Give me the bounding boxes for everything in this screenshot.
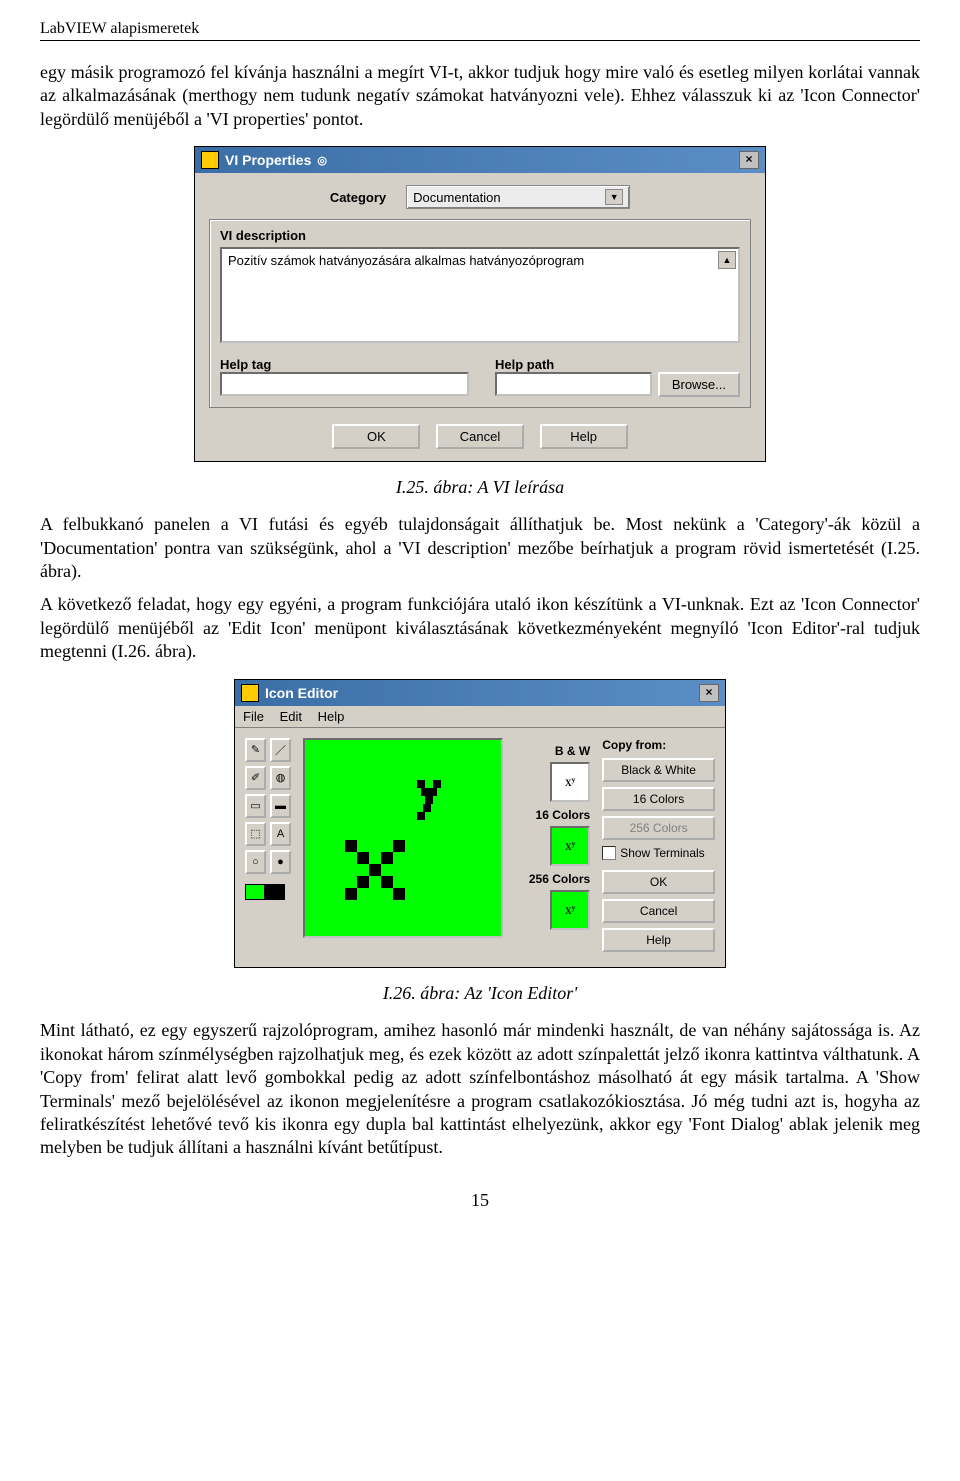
- fillrect-tool-icon[interactable]: ▬: [270, 794, 291, 818]
- browse-button[interactable]: Browse...: [658, 372, 740, 397]
- icon-editor-figure: Icon Editor × File Edit Help ✎ ／ ✐ ◍ ▭: [40, 679, 920, 969]
- menubar[interactable]: File Edit Help: [235, 706, 725, 728]
- fillellipse-tool-icon[interactable]: ●: [270, 850, 291, 874]
- category-dropdown[interactable]: Documentation ▼: [406, 185, 630, 209]
- menu-edit[interactable]: Edit: [280, 709, 302, 724]
- chevron-down-icon[interactable]: ▼: [605, 189, 623, 205]
- window-title: VI Properties: [225, 152, 311, 168]
- ellipse-tool-icon[interactable]: ○: [245, 850, 266, 874]
- c256-thumbnail[interactable]: Xy: [550, 890, 590, 930]
- thumbnail-column: B & W Xy 16 Colors Xy 256 Colors Xy: [515, 738, 590, 958]
- vi-description-value: Pozitív számok hatványozására alkalmas h…: [228, 253, 584, 268]
- help-tag-input[interactable]: [220, 372, 469, 396]
- vi-properties-window: VI Properties ◎ × Category Documentation…: [194, 146, 766, 462]
- page-header: LabVIEW alapismeretek: [40, 20, 920, 41]
- copy-from-label: Copy from:: [602, 738, 715, 752]
- help-path-input[interactable]: [495, 372, 652, 396]
- category-value: Documentation: [413, 190, 500, 205]
- window-title: Icon Editor: [265, 685, 338, 701]
- page-number: 15: [40, 1190, 920, 1211]
- select-tool-icon[interactable]: ⬚: [245, 822, 266, 846]
- ok-button[interactable]: OK: [332, 424, 420, 449]
- dropper-tool-icon[interactable]: ✐: [245, 766, 266, 790]
- vi-description-input[interactable]: Pozitív számok hatványozására alkalmas h…: [220, 247, 740, 343]
- category-label: Category: [330, 190, 386, 205]
- scroll-up-icon[interactable]: ▲: [718, 251, 736, 269]
- ok-button[interactable]: OK: [602, 870, 715, 894]
- fill-tool-icon[interactable]: ◍: [270, 766, 291, 790]
- help-button[interactable]: Help: [540, 424, 628, 449]
- app-icon: [241, 684, 259, 702]
- caption-2: I.26. ábra: Az 'Icon Editor': [40, 983, 920, 1004]
- color-swatches[interactable]: [245, 884, 291, 900]
- titlebar[interactable]: VI Properties ◎ ×: [195, 147, 765, 173]
- copy-bw-button[interactable]: Black & White: [602, 758, 715, 782]
- c256-label: 256 Colors: [515, 872, 590, 886]
- c16-label: 16 Colors: [515, 808, 590, 822]
- icon-editor-window: Icon Editor × File Edit Help ✎ ／ ✐ ◍ ▭: [234, 679, 726, 969]
- pencil-tool-icon[interactable]: ✎: [245, 738, 266, 762]
- titlebar[interactable]: Icon Editor ×: [235, 680, 725, 706]
- paragraph-2: A felbukkanó panelen a VI futási és egyé…: [40, 513, 920, 583]
- tool-palette: ✎ ／ ✐ ◍ ▭ ▬ ⬚ A ○ ●: [245, 738, 291, 958]
- line-tool-icon[interactable]: ／: [270, 738, 291, 762]
- cancel-button[interactable]: Cancel: [602, 899, 715, 923]
- vi-properties-figure: VI Properties ◎ × Category Documentation…: [40, 146, 920, 462]
- right-column: Copy from: Black & White 16 Colors 256 C…: [602, 738, 715, 958]
- copy-16-button[interactable]: 16 Colors: [602, 787, 715, 811]
- help-button[interactable]: Help: [602, 928, 715, 952]
- caption-1: I.25. ábra: A VI leírása: [40, 477, 920, 498]
- close-icon[interactable]: ×: [739, 151, 759, 169]
- bw-thumbnail[interactable]: Xy: [550, 762, 590, 802]
- bw-label: B & W: [515, 744, 590, 758]
- vi-description-label: VI description: [220, 228, 740, 243]
- show-terminals-checkbox[interactable]: [602, 846, 616, 860]
- close-icon[interactable]: ×: [699, 684, 719, 702]
- help-path-label: Help path: [495, 357, 740, 372]
- description-fieldset: VI description Pozitív számok hatványozá…: [209, 219, 751, 408]
- copy-256-button[interactable]: 256 Colors: [602, 816, 715, 840]
- show-terminals-row[interactable]: Show Terminals: [602, 846, 715, 861]
- icon-canvas[interactable]: [303, 738, 503, 938]
- app-icon: [201, 151, 219, 169]
- c16-thumbnail[interactable]: Xy: [550, 826, 590, 866]
- cancel-button[interactable]: Cancel: [436, 424, 524, 449]
- title-subicon: ◎: [317, 154, 327, 167]
- text-tool-icon[interactable]: A: [270, 822, 291, 846]
- paragraph-3: A következő feladat, hogy egy egyéni, a …: [40, 593, 920, 663]
- paragraph-1: egy másik programozó fel kívánja használ…: [40, 61, 920, 131]
- fg-color-swatch[interactable]: [245, 884, 265, 900]
- rect-tool-icon[interactable]: ▭: [245, 794, 266, 818]
- show-terminals-label: Show Terminals: [620, 846, 704, 860]
- help-tag-label: Help tag: [220, 357, 465, 372]
- menu-file[interactable]: File: [243, 709, 264, 724]
- bg-color-swatch[interactable]: [265, 884, 285, 900]
- menu-help[interactable]: Help: [318, 709, 345, 724]
- paragraph-4: Mint látható, ez egy egyszerű rajzolópro…: [40, 1019, 920, 1159]
